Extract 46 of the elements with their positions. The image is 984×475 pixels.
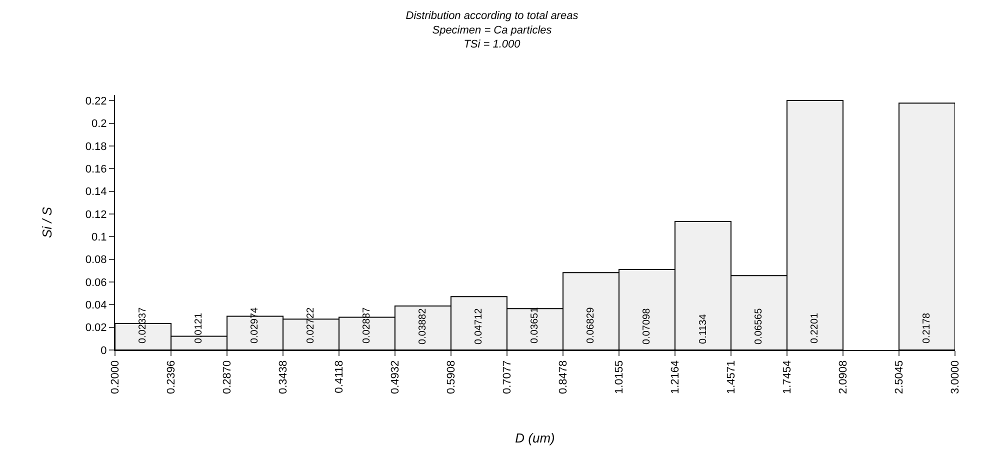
data-label: 0.1134 <box>698 314 709 344</box>
data-label: 0.02722 <box>306 306 317 344</box>
y-tick-label: 0.02 <box>85 322 107 334</box>
y-tick-label: 0.22 <box>85 96 107 108</box>
x-tick-label: 2.0908 <box>838 360 850 394</box>
x-tick-label: 0.5908 <box>446 360 458 394</box>
x-tick-label: 0.2870 <box>222 360 234 394</box>
x-tick-label: 0.2000 <box>110 360 122 394</box>
x-tick-label: 0.2396 <box>166 360 178 394</box>
y-tick-label: 0.04 <box>85 300 107 312</box>
x-tick-label: 0.4932 <box>390 360 402 394</box>
y-axis-title: Si / S <box>39 206 54 238</box>
x-tick-label: 3.0000 <box>950 360 962 394</box>
y-tick-label: 0.06 <box>85 276 107 289</box>
data-label: 0.02974 <box>250 306 261 344</box>
data-label: 0.0121 <box>194 312 205 344</box>
x-tick-label: 2.5045 <box>894 360 906 394</box>
data-label: 0.07098 <box>641 308 652 344</box>
data-label: 0.2201 <box>810 312 820 344</box>
data-label: 0.06829 <box>586 306 596 344</box>
y-tick-label: 0.18 <box>85 140 107 153</box>
chart-title: Distribution according to total areas <box>406 10 579 22</box>
y-tick-label: 0 <box>100 344 107 357</box>
data-label: 0.04712 <box>473 308 484 344</box>
x-tick-label: 0.3438 <box>278 360 290 394</box>
chart-subtitle: Specimen = Ca particles TSi = 1.000 <box>432 24 552 51</box>
y-tick-label: 0.08 <box>85 254 107 266</box>
data-label: 0.2178 <box>922 312 932 344</box>
x-tick-label: 1.0155 <box>614 360 626 394</box>
x-tick-label: 0.4118 <box>334 360 346 394</box>
x-tick-label: 0.7077 <box>502 360 514 394</box>
x-tick-label: 0.8478 <box>558 360 570 394</box>
y-tick-label: 0.2 <box>92 118 107 130</box>
x-tick-label: 1.7454 <box>782 360 794 394</box>
data-label: 0.06565 <box>753 308 764 344</box>
data-label: 0.03882 <box>417 308 428 344</box>
data-label: 0.03651 <box>530 306 540 344</box>
y-tick-label: 0.12 <box>85 208 107 221</box>
data-label: 0.02887 <box>362 306 372 344</box>
x-axis-title: D (um) <box>515 430 555 446</box>
x-tick-label: 1.4571 <box>726 360 738 394</box>
data-label: 0.02337 <box>138 306 149 344</box>
y-tick-label: 0.14 <box>85 186 107 198</box>
y-tick-label: 0.1 <box>92 232 107 244</box>
x-tick-label: 1.2164 <box>670 360 682 394</box>
y-tick-label: 0.16 <box>85 164 107 176</box>
